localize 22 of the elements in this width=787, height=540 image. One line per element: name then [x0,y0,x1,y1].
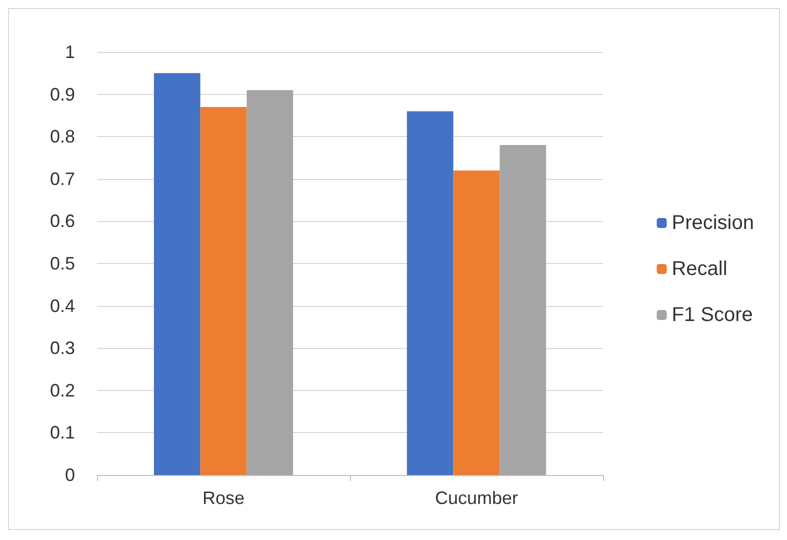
y-tick-label: 0.3 [50,338,75,358]
y-tick-label: 0.2 [50,380,75,400]
y-tick-label: 0.9 [50,84,75,104]
x-tick-label: Rose [202,488,245,508]
bar [406,111,454,475]
bar [246,90,294,475]
x-tick-label: Cucumber [434,488,518,508]
y-tick-label: 0.8 [50,126,75,147]
y-tick-label: 0.6 [50,211,75,232]
y-tick-label: 0.7 [50,168,75,189]
bar [200,106,247,475]
y-tick-label: 0.4 [50,296,75,316]
y-tick-label: 1 [64,42,75,62]
y-tick-label: 0.5 [50,254,75,274]
bar [453,170,500,475]
bar [154,73,200,475]
bar [500,145,546,475]
y-tick-label: 0.1 [50,422,75,443]
y-tick-label: 0 [64,465,75,485]
legend-label: F1 Score [672,304,753,326]
legend-label: Recall [672,258,728,280]
legend-label: Precision [672,212,754,234]
